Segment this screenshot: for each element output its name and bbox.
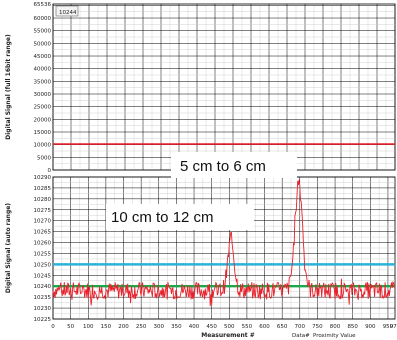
- bottom-y-tick-label: 10245: [34, 273, 52, 279]
- top-y-tick-labels: 0 5000 10000 15000 20000 25000 30000 35000 40000…: [34, 2, 52, 174]
- bottom-y-tick-label: 10230: [34, 306, 52, 312]
- bottom-label-proximity: Proximity Value: [313, 333, 356, 339]
- bottom-y-tick-label: 10275: [34, 208, 52, 214]
- top-y-tick-label: 10000: [34, 143, 52, 149]
- bottom-y-tick-label: 10260: [34, 241, 52, 247]
- bottom-y-tick-label: 10235: [34, 295, 52, 301]
- bottom-x-tick-labels: 0 50 100 150 200 250 300 350 400 450 500 550 600 650 7…: [51, 324, 397, 330]
- top-y-tick-label: 50000: [34, 41, 52, 47]
- top-value-readout: 10244: [59, 10, 77, 16]
- top-y-tick-label: 65536: [34, 2, 52, 8]
- top-y-tick-label: 60000: [34, 16, 52, 22]
- bottom-x-tick-label: 850: [347, 324, 358, 330]
- bottom-y-axis-label: Digital Signal (auto range): [5, 203, 12, 293]
- bottom-x-tick-label: 950: [383, 324, 394, 330]
- bottom-x-tick-label: 400: [189, 324, 200, 330]
- top-y-tick-label: 25000: [34, 105, 52, 111]
- annotation-box-10-12cm: [106, 204, 254, 230]
- bottom-x-tick-label: 700: [295, 324, 306, 330]
- top-y-tick-label: 0: [48, 168, 52, 174]
- bottom-y-tick-label: 10290: [34, 175, 52, 181]
- bottom-x-tick-label: 970: [390, 324, 397, 330]
- bottom-x-tick-label: 650: [277, 324, 288, 330]
- bottom-x-tick-label: 50: [67, 324, 74, 330]
- bottom-y-tick-label: 10280: [34, 197, 52, 203]
- bottom-x-tick-label: 500: [224, 324, 235, 330]
- bottom-x-tick-label: 250: [136, 324, 147, 330]
- bottom-x-tick-label: 350: [171, 324, 182, 330]
- bottom-y-tick-label: 10285: [34, 186, 52, 192]
- top-chart: 0 5000 10000 15000 20000 25000 30000 35000 40000…: [5, 2, 396, 174]
- bottom-x-tick-label: 300: [154, 324, 165, 330]
- bottom-x-tick-label: 750: [312, 324, 323, 330]
- bottom-y-tick-labels: 10225 10230 10235 10240 10245 10250 10255 10260…: [34, 175, 52, 323]
- bottom-x-tick-label: 600: [259, 324, 270, 330]
- bottom-x-tick-label: 900: [365, 324, 376, 330]
- bottom-x-tick-label: 200: [118, 324, 129, 330]
- annotation-10-12cm: 10 cm to 12 cm: [111, 209, 214, 226]
- bottom-y-tick-label: 10255: [34, 251, 52, 257]
- annotation-5-6cm: 5 cm to 6 cm: [180, 158, 266, 175]
- top-y-tick-label: 15000: [34, 130, 52, 136]
- annotation-box-5-6cm: [171, 152, 297, 178]
- bottom-label-data: Data#: [292, 333, 310, 339]
- top-y-tick-label: 45000: [34, 54, 52, 60]
- bottom-y-tick-label: 10225: [34, 317, 52, 323]
- bottom-x-axis-label: Measurement #: [201, 332, 255, 339]
- top-y-axis-label: Digital Signal (full 16bit range): [5, 34, 12, 140]
- top-y-tick-label: 40000: [34, 67, 52, 73]
- top-y-tick-label: 5000: [37, 155, 51, 161]
- bottom-y-tick-label: 10270: [34, 219, 52, 225]
- bottom-y-tick-label: 10250: [34, 262, 52, 268]
- top-value-box: [55, 5, 79, 17]
- top-y-tick-label: 30000: [34, 92, 52, 98]
- signal-trace: [52, 179, 395, 307]
- top-y-tick-label: 55000: [34, 29, 52, 35]
- bottom-x-tick-label: 150: [101, 324, 112, 330]
- bottom-x-tick-label: 0: [51, 324, 55, 330]
- top-y-tick-label: 35000: [34, 79, 52, 85]
- bottom-x-tick-label: 800: [330, 324, 341, 330]
- bottom-x-tick-label: 100: [83, 324, 94, 330]
- bottom-x-tick-label: 550: [242, 324, 253, 330]
- bottom-x-tick-label: 450: [206, 324, 217, 330]
- bottom-chart: 10225 10230 10235 10240 10245 10250 10255 10260…: [5, 152, 397, 339]
- bottom-y-tick-label: 10240: [34, 284, 52, 290]
- bottom-series: [52, 179, 395, 307]
- top-y-tick-label: 20000: [34, 117, 52, 123]
- bottom-y-tick-label: 10265: [34, 230, 52, 236]
